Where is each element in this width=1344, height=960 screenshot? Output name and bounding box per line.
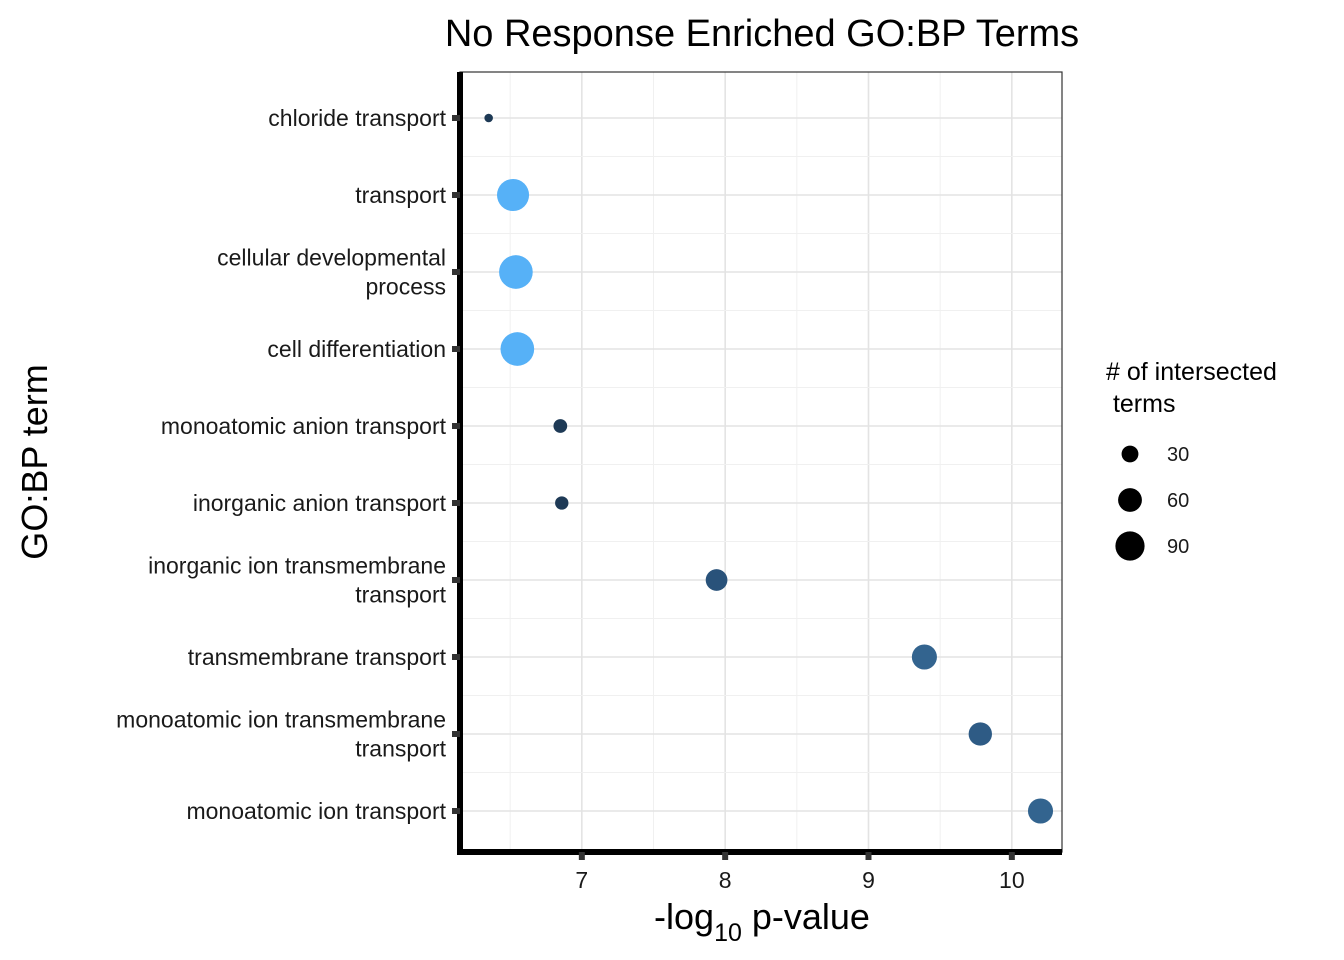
y-tick-label: transport — [355, 182, 446, 208]
x-axis-ticks: 7 8 9 10 — [575, 852, 1025, 893]
x-axis-title-prefix: -log — [654, 896, 714, 937]
data-points — [484, 113, 1054, 824]
y-tick-label: process — [365, 274, 446, 300]
legend-key-label: 30 — [1167, 444, 1189, 466]
x-axis-title-suffix: p-value — [742, 896, 870, 937]
legend-title-line-2: terms — [1106, 390, 1175, 418]
x-tick-label: 8 — [719, 867, 732, 893]
data-point — [911, 644, 937, 670]
data-point — [1027, 798, 1054, 824]
y-tick-label: transmembrane transport — [188, 644, 447, 670]
grid — [460, 72, 1062, 852]
legend-key-symbol — [1118, 488, 1142, 512]
y-tick-label: inorganic anion transport — [193, 490, 447, 516]
y-tick-label: monoatomic anion transport — [161, 413, 447, 439]
data-point — [499, 255, 533, 289]
y-axis-title: GO:BP term — [14, 364, 55, 559]
legend-key-label: 60 — [1167, 490, 1189, 512]
size-legend: # of intersected terms 30 60 90 — [1106, 358, 1277, 561]
y-tick-label: monoatomic ion transmembrane — [116, 707, 446, 733]
y-tick-label: monoatomic ion transport — [186, 798, 446, 824]
legend-keys: 30 60 90 — [1115, 444, 1189, 561]
y-tick-label: inorganic ion transmembrane — [148, 553, 446, 579]
data-point — [555, 496, 569, 510]
y-tick-label: transport — [355, 736, 446, 762]
legend-key-symbol — [1121, 445, 1139, 463]
y-axis-ticks: chloride transport transport cellular deve… — [116, 105, 460, 824]
legend-title-line-1: # of intersected — [1106, 358, 1277, 386]
data-point — [484, 113, 493, 123]
data-point — [500, 332, 535, 366]
legend-key-symbol — [1115, 531, 1145, 561]
y-tick-label: chloride transport — [268, 105, 446, 131]
data-point — [968, 722, 992, 746]
y-tick-label: cellular developmental — [217, 245, 446, 271]
data-point — [496, 178, 530, 212]
y-tick-label: cell differentiation — [267, 336, 446, 362]
x-axis-title: -log10 p-value — [654, 896, 870, 947]
x-tick-label: 9 — [862, 867, 875, 893]
data-point — [705, 569, 728, 591]
y-tick-label: transport — [355, 582, 446, 608]
data-point — [553, 419, 568, 433]
chart-title: No Response Enriched GO:BP Terms — [445, 13, 1079, 55]
x-tick-label: 7 — [575, 867, 588, 893]
x-axis-title-subscript: 10 — [714, 919, 742, 947]
legend-key-label: 90 — [1167, 536, 1189, 558]
x-tick-label: 10 — [999, 867, 1025, 893]
